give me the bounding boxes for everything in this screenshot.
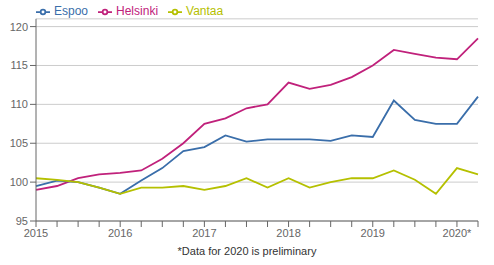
svg-text:110: 110 — [10, 98, 28, 110]
svg-text:95: 95 — [16, 215, 28, 227]
svg-text:2019: 2019 — [361, 227, 385, 239]
svg-text:115: 115 — [10, 59, 28, 71]
svg-text:2020*: 2020* — [443, 227, 472, 239]
html-text:*Data for 2020 is preliminary: *Data for 2020 is preliminary — [177, 245, 317, 257]
html-text:Espoo: Espoo — [54, 4, 88, 18]
html-text:Vantaa: Vantaa — [186, 4, 224, 18]
html-text:Helsinki: Helsinki — [116, 4, 158, 18]
svg-text:2017: 2017 — [192, 227, 216, 239]
svg-text:2015: 2015 — [24, 227, 48, 239]
svg-text:2018: 2018 — [276, 227, 300, 239]
svg-text:105: 105 — [10, 137, 28, 149]
svg-text:100: 100 — [10, 176, 28, 188]
svg-text:120: 120 — [10, 21, 28, 33]
svg-text:2016: 2016 — [108, 227, 132, 239]
